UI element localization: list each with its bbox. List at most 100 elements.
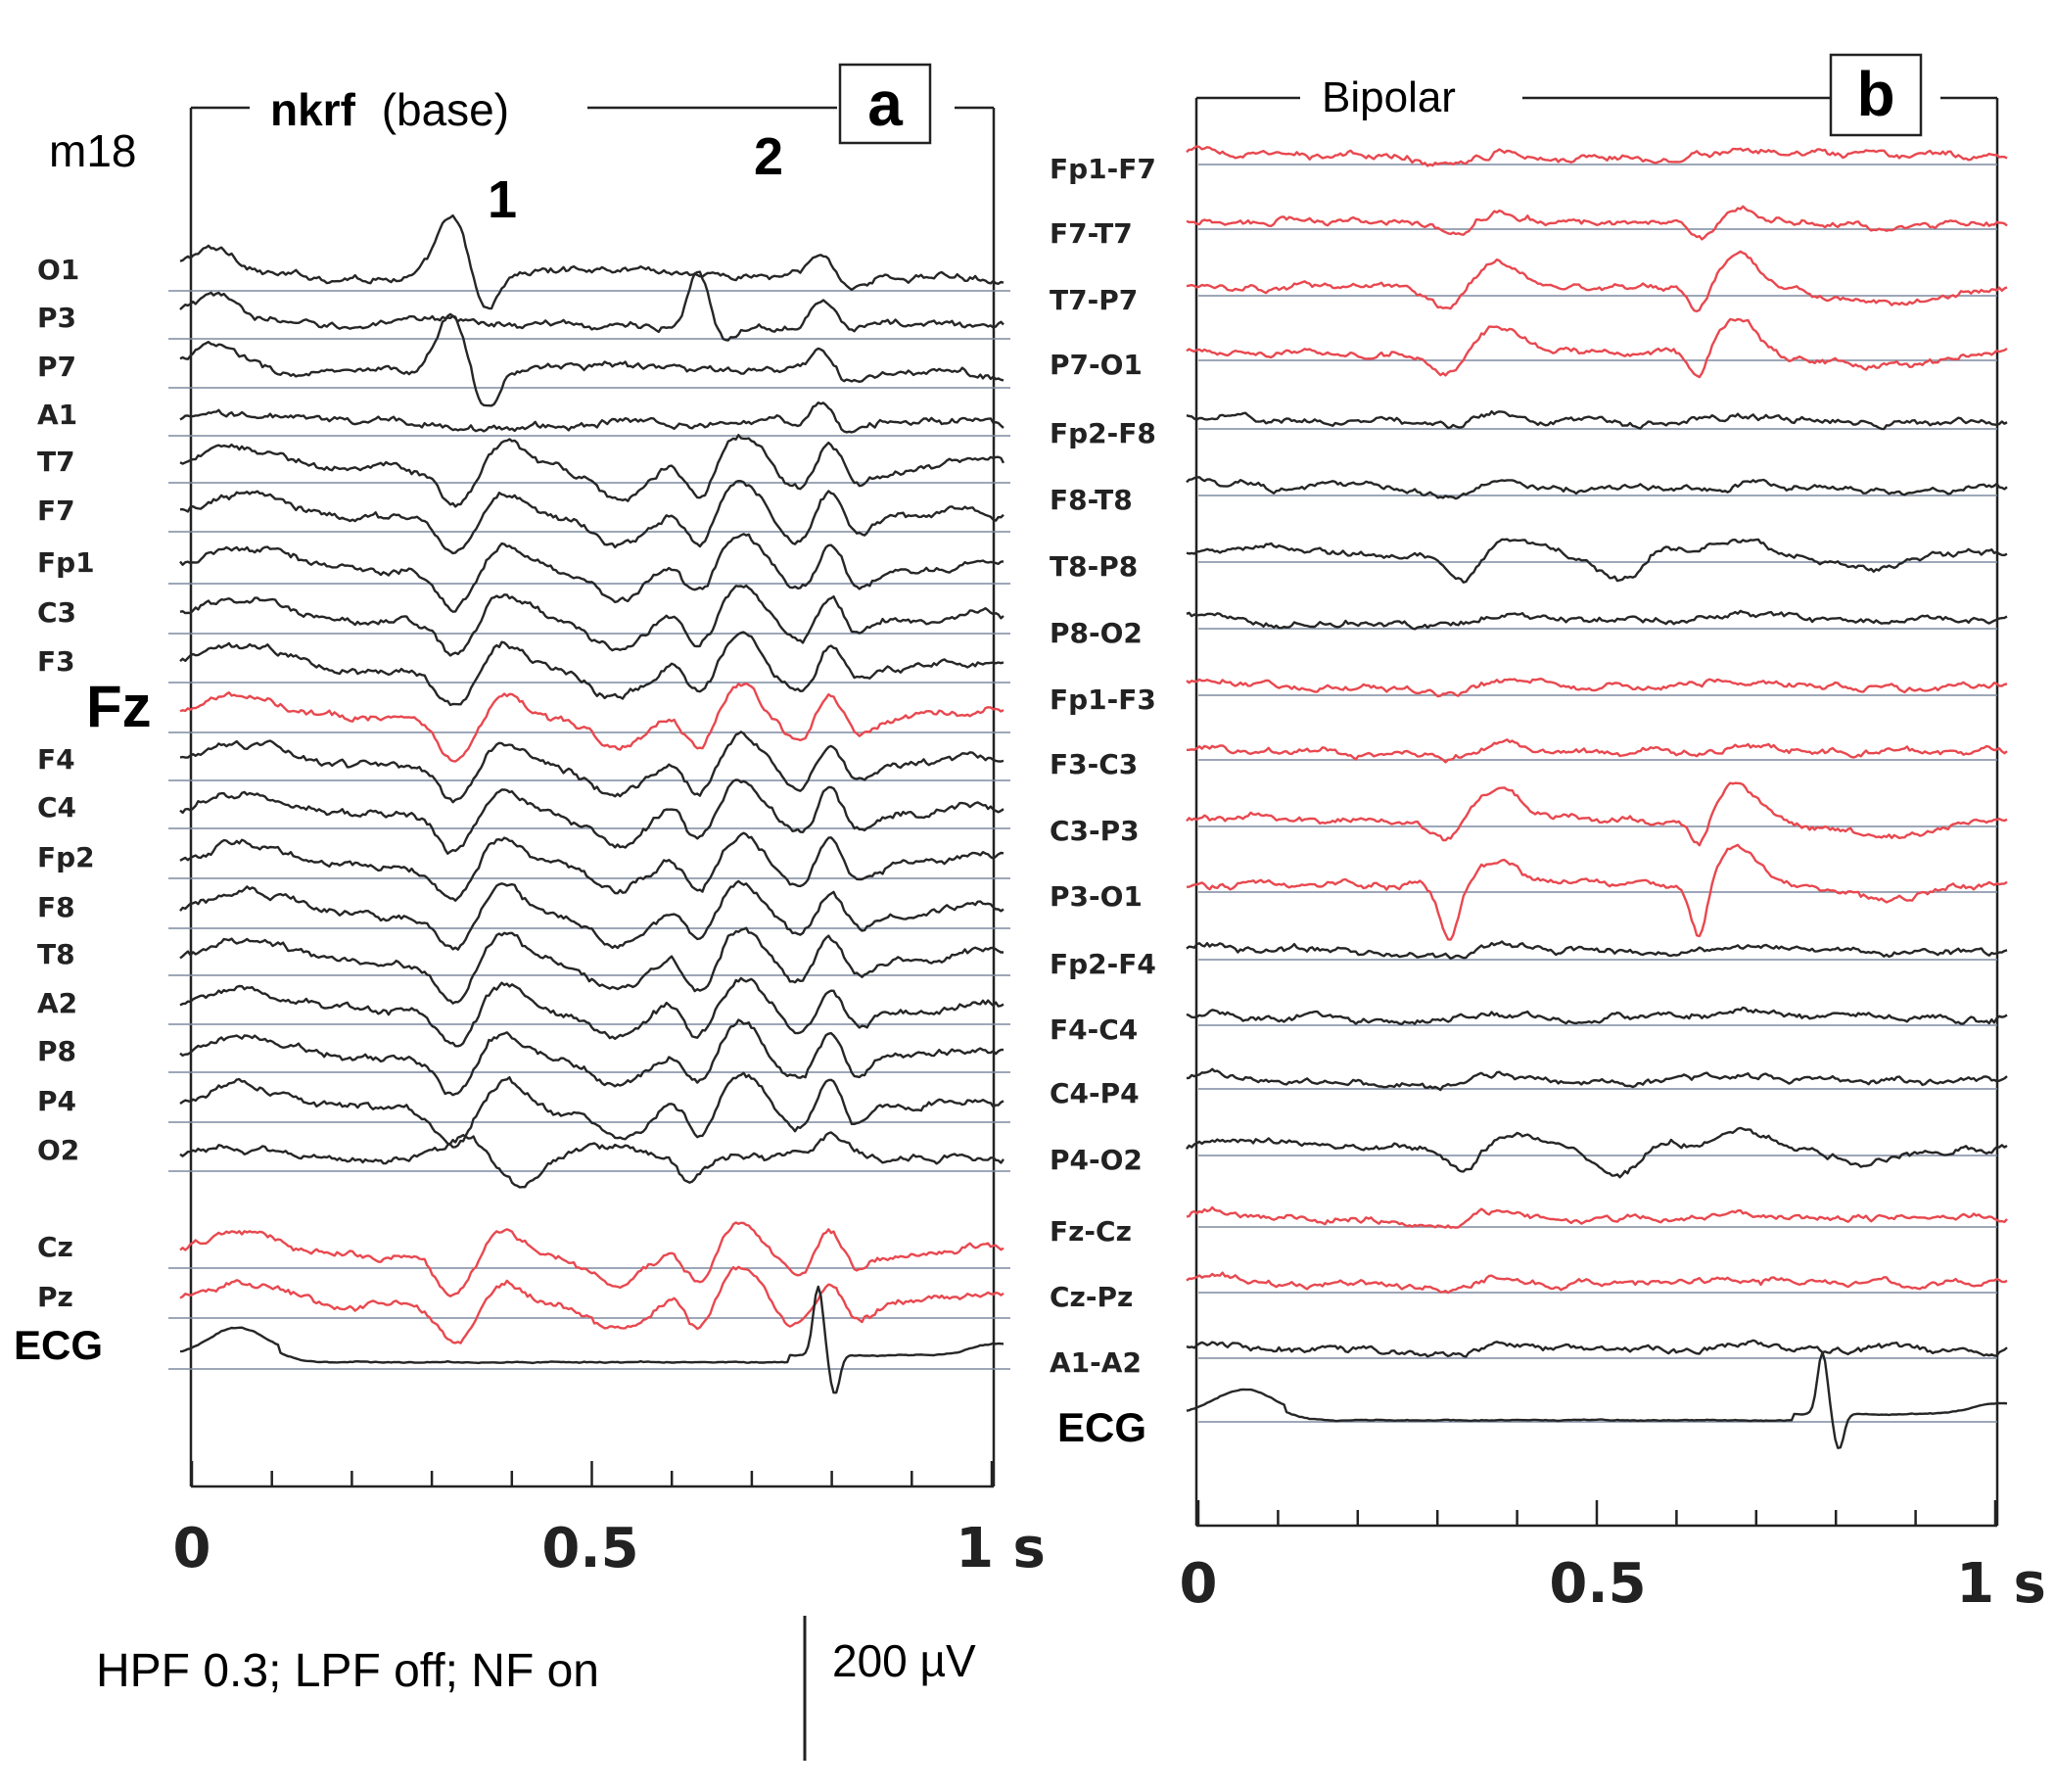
panel-a-tick-1: 1 s — [956, 1517, 1046, 1580]
b-trace-fp2-f4 — [1186, 940, 2008, 961]
peak-label-1: 1 — [488, 170, 517, 229]
a-channel-label-f7: F7 — [37, 495, 75, 527]
a-trace-c3 — [179, 584, 1004, 657]
a-channel-label-fp2: Fp2 — [37, 841, 95, 873]
a-channel-label-a1: A1 — [37, 399, 77, 431]
a-trace-f8 — [179, 879, 1004, 951]
subject-label: m18 — [49, 125, 136, 176]
b-channel-label-fz-cz: Fz-Cz — [1050, 1215, 1132, 1248]
b-channel-label-f4-c4: F4-C4 — [1050, 1014, 1138, 1046]
peak-label-2: 2 — [754, 127, 783, 186]
panel-b-letter: b — [1856, 59, 1894, 129]
panel-a-title-bold: nkrf — [270, 84, 356, 135]
b-trace-fp2-f8 — [1186, 410, 2008, 431]
b-channel-label-ecg: ECG — [1057, 1404, 1146, 1450]
panel-a-tick-0: 0 — [173, 1517, 211, 1580]
a-channel-label-o1: O1 — [37, 254, 79, 286]
b-trace-cz-pz — [1186, 1271, 2008, 1295]
b-channel-label-t8-p8: T8-P8 — [1050, 550, 1138, 583]
panel-b-title: Bipolar — [1322, 73, 1456, 121]
b-trace-f3-c3 — [1187, 738, 2008, 764]
a-channel-label-a2: A2 — [37, 987, 77, 1019]
a-trace-t7 — [179, 434, 1005, 508]
b-trace-fp1-f7 — [1186, 145, 2008, 167]
panel-a-title-rest: (base) — [382, 84, 509, 135]
a-channel-label-fp1: Fp1 — [37, 546, 95, 579]
a-trace-f3 — [179, 631, 1004, 707]
a-trace-a2 — [179, 976, 1004, 1048]
a-channel-label-p3: P3 — [37, 302, 76, 334]
b-trace-p8-o2 — [1186, 609, 2008, 631]
b-channel-label-fp2-f8: Fp2-F8 — [1050, 417, 1156, 449]
b-channel-label-fp1-f3: Fp1-F3 — [1050, 684, 1156, 716]
a-trace-fz — [179, 682, 1004, 763]
b-trace-c3-p3 — [1186, 781, 2008, 847]
a-channel-label-p8: P8 — [37, 1035, 76, 1067]
b-channel-label-f3-c3: F3-C3 — [1050, 748, 1138, 780]
b-channel-label-a1-a2: A1-A2 — [1050, 1346, 1142, 1379]
panel-b-tick-05: 0.5 — [1549, 1552, 1646, 1616]
a-channel-label-t8: T8 — [37, 938, 75, 970]
panel-a-letter-box — [838, 63, 932, 145]
b-trace-t7-p7 — [1186, 250, 2008, 313]
a-trace-o1 — [179, 213, 1004, 310]
a-channel-label-c3: C3 — [37, 596, 76, 629]
b-trace-t8-p8 — [1186, 538, 2008, 584]
b-trace-p3-o1 — [1187, 843, 2008, 941]
a-trace-f7 — [179, 480, 1004, 555]
a-channel-label-f8: F8 — [37, 891, 75, 923]
a-trace-p8 — [179, 1018, 1004, 1097]
b-trace-fp1-f3 — [1186, 678, 2008, 698]
panel-a-referential: nkrf (base) a m18 1 2 O1 P3 P7 A1 T7 F7 Fp1 C3 F… — [14, 63, 1046, 1761]
a-trace-pz — [179, 1265, 1004, 1344]
b-channel-label-p7-o1: P7-O1 — [1050, 349, 1143, 381]
b-trace-fz-cz — [1186, 1205, 2008, 1229]
a-trace-p3 — [179, 270, 1004, 342]
a-trace-c4 — [179, 778, 1004, 855]
a-channel-label-p7: P7 — [37, 351, 76, 383]
a-trace-cz — [179, 1221, 1004, 1297]
a-trace-f4 — [179, 731, 1004, 804]
a-channel-label-pz: Pz — [37, 1281, 73, 1313]
a-channel-label-ecg: ECG — [14, 1322, 103, 1368]
b-trace-f4-c4 — [1186, 1006, 2008, 1025]
panel-b-tick-0: 0 — [1180, 1552, 1218, 1616]
a-channel-label-t7: T7 — [37, 446, 75, 478]
a-channel-label-cz: Cz — [37, 1231, 73, 1263]
a-channel-label-f4: F4 — [37, 743, 75, 776]
scale-bar-label: 200 µV — [832, 1635, 976, 1686]
b-channel-label-c4-p4: C4-P4 — [1050, 1077, 1140, 1109]
panel-b-letter-box — [1829, 53, 1923, 137]
panel-b-bipolar: Bipolar b Fp1-F7 F7-T7 T7-P7 P7-O1 Fp2-F8 F8-… — [1050, 53, 2046, 1616]
a-trace-fp2 — [179, 831, 1004, 902]
b-trace-c4-p4 — [1186, 1067, 2008, 1092]
a-trace-p4 — [179, 1071, 1004, 1149]
a-trace-ecg — [179, 1285, 1004, 1394]
b-channel-label-p4-o2: P4-O2 — [1050, 1144, 1143, 1176]
a-channel-label-f3: F3 — [37, 645, 75, 678]
b-channel-label-t7-p7: T7-P7 — [1050, 284, 1138, 316]
b-trace-p4-o2 — [1186, 1126, 2008, 1179]
b-trace-f7-t7 — [1186, 205, 2008, 241]
a-channel-label-c4: C4 — [37, 791, 76, 824]
b-channel-label-p3-o1: P3-O1 — [1050, 880, 1143, 913]
b-trace-a1-a2 — [1186, 1339, 2008, 1358]
a-trace-fp1 — [179, 533, 1004, 613]
a-trace-o2 — [179, 1131, 1004, 1189]
a-trace-a1 — [179, 401, 1004, 434]
panel-a-letter: a — [867, 69, 903, 139]
panel-b-tick-1: 1 s — [1956, 1552, 2046, 1616]
b-channel-label-c3-p3: C3-P3 — [1050, 815, 1140, 847]
a-trace-t8 — [179, 926, 1004, 1005]
a-trace-p7 — [179, 312, 1004, 407]
b-channel-label-fp1-f7: Fp1-F7 — [1050, 153, 1156, 185]
a-channel-label-p4: P4 — [37, 1085, 76, 1117]
b-channel-label-f8-t8: F8-T8 — [1050, 484, 1133, 516]
filter-settings-note: HPF 0.3; LPF off; NF on — [96, 1645, 599, 1697]
b-channel-label-cz-pz: Cz-Pz — [1050, 1281, 1133, 1313]
a-channel-label-o2: O2 — [37, 1134, 79, 1166]
b-channel-label-f7-t7: F7-T7 — [1050, 217, 1133, 250]
b-trace-p7-o1 — [1186, 317, 2008, 379]
b-channel-label-p8-o2: P8-O2 — [1050, 617, 1143, 649]
